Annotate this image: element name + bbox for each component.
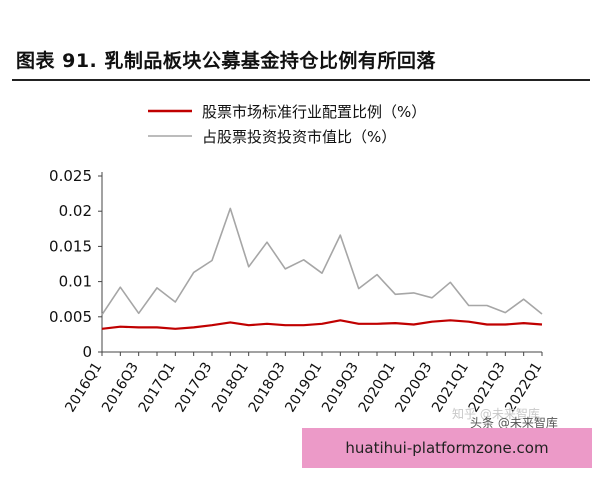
legend-label-standard: 股票市场标准行业配置比例（%） bbox=[202, 103, 426, 121]
chart-legend: 股票市场标准行业配置比例（%） 占股票投资投资市值比（%） bbox=[148, 103, 426, 146]
watermark-zhihu: 知乎 @未来智库 bbox=[452, 407, 540, 421]
chart-series bbox=[101, 207, 543, 330]
y-tick-label: 0.005 bbox=[49, 308, 92, 326]
title-divider bbox=[12, 79, 590, 81]
y-tick-label: 0.015 bbox=[49, 237, 92, 255]
y-tick-label: 0.01 bbox=[59, 273, 92, 291]
legend-label-fund: 占股票投资投资市值比（%） bbox=[202, 128, 396, 146]
y-tick-label: 0 bbox=[82, 343, 92, 361]
chart-title: 图表 91. 乳制品板块公募基金持仓比例有所回落 bbox=[16, 50, 436, 72]
series-line-fund-holding bbox=[101, 207, 543, 316]
y-tick-label: 0.02 bbox=[59, 202, 92, 220]
watermark-toutiao: 头条 @未来智库 bbox=[470, 416, 558, 430]
series-line-standard-allocation bbox=[101, 319, 543, 330]
url-banner: huatihui-platformzone.com bbox=[302, 428, 592, 468]
url-banner-text: huatihui-platformzone.com bbox=[345, 439, 549, 457]
y-tick-label: 0.025 bbox=[49, 167, 92, 185]
